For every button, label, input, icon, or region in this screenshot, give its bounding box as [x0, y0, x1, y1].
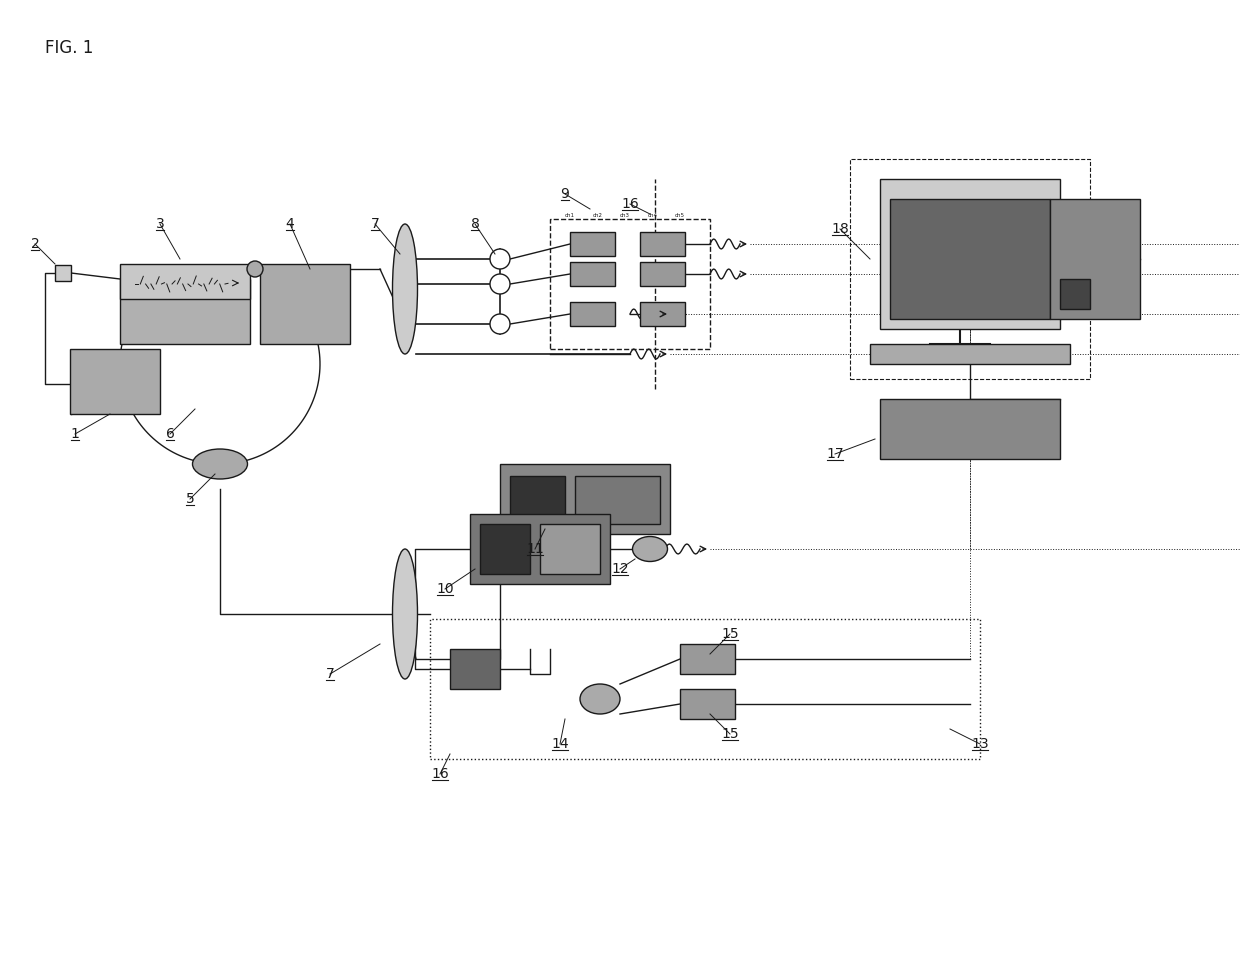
- Text: 16: 16: [432, 767, 449, 781]
- FancyBboxPatch shape: [575, 476, 660, 524]
- FancyBboxPatch shape: [890, 199, 1050, 319]
- Circle shape: [490, 249, 510, 269]
- Text: FIG. 1: FIG. 1: [45, 39, 93, 57]
- FancyBboxPatch shape: [640, 232, 684, 256]
- Ellipse shape: [393, 549, 418, 679]
- Text: 9: 9: [560, 187, 569, 201]
- Text: 1: 1: [71, 427, 79, 441]
- FancyBboxPatch shape: [500, 464, 670, 534]
- Circle shape: [490, 314, 510, 334]
- Text: 8: 8: [470, 217, 480, 231]
- FancyBboxPatch shape: [1060, 279, 1090, 309]
- Text: ch1: ch1: [565, 213, 575, 218]
- FancyBboxPatch shape: [570, 232, 615, 256]
- FancyBboxPatch shape: [640, 302, 684, 326]
- FancyBboxPatch shape: [539, 524, 600, 574]
- Text: 12: 12: [611, 562, 629, 576]
- Circle shape: [247, 261, 263, 277]
- Text: ch5: ch5: [675, 213, 684, 218]
- Text: 15: 15: [722, 627, 739, 641]
- Text: 7: 7: [326, 667, 335, 681]
- Text: 18: 18: [831, 222, 849, 236]
- Text: 10: 10: [436, 582, 454, 596]
- FancyBboxPatch shape: [870, 344, 1070, 364]
- Ellipse shape: [393, 224, 418, 354]
- Text: 14: 14: [552, 737, 569, 751]
- Text: 16: 16: [621, 197, 639, 211]
- FancyBboxPatch shape: [470, 514, 610, 584]
- FancyBboxPatch shape: [570, 262, 615, 286]
- FancyBboxPatch shape: [1050, 199, 1140, 319]
- Text: ch2: ch2: [593, 213, 603, 218]
- Ellipse shape: [192, 449, 248, 479]
- FancyBboxPatch shape: [680, 689, 735, 719]
- Text: ch4: ch4: [647, 213, 657, 218]
- Text: 5: 5: [186, 492, 195, 506]
- FancyBboxPatch shape: [570, 302, 615, 326]
- Text: 11: 11: [526, 542, 544, 556]
- Text: 17: 17: [826, 447, 843, 461]
- FancyBboxPatch shape: [510, 476, 565, 524]
- Text: ch3: ch3: [620, 213, 630, 218]
- Circle shape: [490, 274, 510, 294]
- FancyBboxPatch shape: [260, 264, 350, 344]
- Text: 15: 15: [722, 727, 739, 741]
- FancyBboxPatch shape: [450, 649, 500, 689]
- FancyBboxPatch shape: [120, 279, 250, 344]
- FancyBboxPatch shape: [69, 349, 160, 414]
- Text: 6: 6: [166, 427, 175, 441]
- FancyBboxPatch shape: [880, 179, 1060, 329]
- FancyBboxPatch shape: [480, 524, 529, 574]
- FancyBboxPatch shape: [120, 264, 250, 299]
- Text: 13: 13: [971, 737, 988, 751]
- FancyBboxPatch shape: [55, 265, 71, 281]
- Ellipse shape: [632, 536, 667, 562]
- FancyBboxPatch shape: [640, 262, 684, 286]
- Ellipse shape: [580, 684, 620, 714]
- FancyBboxPatch shape: [880, 399, 1060, 459]
- FancyBboxPatch shape: [680, 644, 735, 674]
- Text: 2: 2: [31, 237, 40, 251]
- Text: 3: 3: [156, 217, 165, 231]
- Text: 4: 4: [285, 217, 294, 231]
- Text: 7: 7: [371, 217, 379, 231]
